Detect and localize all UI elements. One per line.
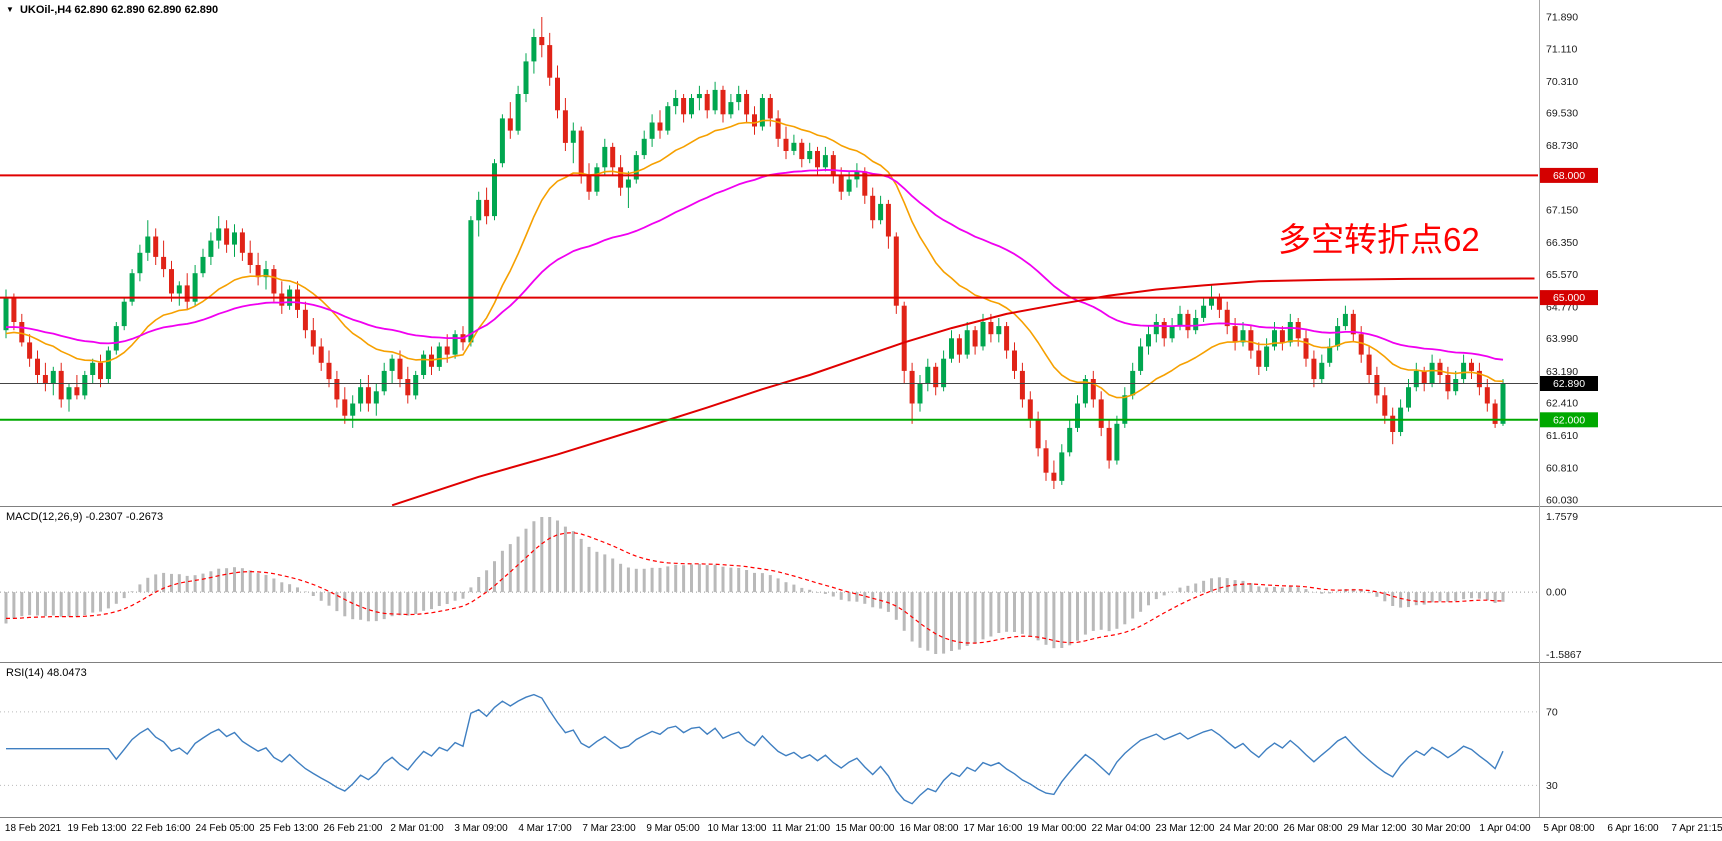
- price-axis-label: 67.150: [1546, 205, 1578, 217]
- time-axis-label: 19 Mar 00:00: [1028, 823, 1087, 834]
- time-axis-label: 25 Feb 13:00: [260, 823, 319, 834]
- time-axis-label: 24 Mar 20:00: [1220, 823, 1279, 834]
- macd-axis[interactable]: 1.7579 0.00 -1.5867: [1546, 511, 1582, 661]
- rsi-panel: 70 30: [0, 693, 1558, 805]
- price-badge-65.000: [1540, 290, 1598, 306]
- ma-mid-magenta: [5, 168, 1504, 361]
- time-axis-label: 30 Mar 20:00: [1412, 823, 1471, 834]
- rsi-indicator-label: RSI(14) 48.0473: [6, 667, 87, 679]
- time-axis-label: 22 Feb 16:00: [132, 823, 191, 834]
- price-axis-label: 71.890: [1546, 12, 1578, 24]
- time-axis-label: 7 Mar 23:00: [582, 823, 636, 834]
- price-axis-label: 70.310: [1546, 76, 1578, 88]
- price-axis-label: 60.030: [1546, 495, 1578, 507]
- macd-axis-label: 1.7579: [1546, 511, 1578, 523]
- rsi-level-label: 30: [1546, 780, 1558, 792]
- time-axis-label: 29 Mar 12:00: [1348, 823, 1407, 834]
- time-axis-label: 24 Feb 05:00: [196, 823, 255, 834]
- time-axis-label: 4 Mar 17:00: [518, 823, 572, 834]
- price-axis[interactable]: 71.890 71.110 70.310 69.530 68.730 67.150 66.3…: [1540, 12, 1598, 507]
- time-axis-label: 10 Mar 13:00: [708, 823, 767, 834]
- price-axis-label: 60.810: [1546, 463, 1578, 475]
- symbol-ohlc-label: UKOil-,H4 62.890 62.890 62.890 62.890: [19, 4, 219, 16]
- ma-slow-red: [391, 277, 1535, 507]
- price-axis-label: 61.610: [1546, 430, 1578, 442]
- macd-indicator-label: MACD(12,26,9) -0.2307 -0.2673: [6, 511, 164, 523]
- price-badge-text: 68.000: [1553, 170, 1585, 182]
- time-axis-label: 22 Mar 04:00: [1092, 823, 1151, 834]
- panel-separators: [0, 0, 1722, 818]
- time-axis[interactable]: 18 Feb 2021 19 Feb 13:00 22 Feb 16:00 24 Fe…: [5, 823, 1722, 834]
- price-badge-62.000: [1540, 412, 1598, 428]
- price-axis-label: 62.410: [1546, 398, 1578, 410]
- price-badge-text: 65.000: [1553, 292, 1585, 304]
- time-axis-label: 26 Feb 21:00: [324, 823, 383, 834]
- time-axis-label: 6 Apr 16:00: [1607, 823, 1659, 834]
- time-axis-label: 3 Mar 09:00: [454, 823, 508, 834]
- symbol-dropdown-icon[interactable]: ▼: [6, 5, 14, 14]
- macd-histogram: [4, 517, 1505, 654]
- time-axis-label: 1 Apr 04:00: [1479, 823, 1531, 834]
- time-axis-label: 7 Apr 21:15: [1671, 823, 1722, 834]
- time-axis-label: 9 Mar 05:00: [646, 823, 700, 834]
- rsi-level-label: 70: [1546, 706, 1558, 718]
- horizontal-price-lines[interactable]: [0, 174, 1538, 421]
- time-axis-label: 2 Mar 01:00: [390, 823, 444, 834]
- time-axis-label: 17 Mar 16:00: [964, 823, 1023, 834]
- time-axis-label: 23 Mar 12:00: [1156, 823, 1215, 834]
- price-axis-label: 65.570: [1546, 269, 1578, 281]
- time-axis-label: 15 Mar 00:00: [836, 823, 895, 834]
- time-axis-label: 18 Feb 2021: [5, 823, 62, 834]
- time-axis-label: 5 Apr 08:00: [1543, 823, 1595, 834]
- macd-axis-label: -1.5867: [1546, 649, 1582, 661]
- price-axis-label: 68.730: [1546, 140, 1578, 152]
- time-axis-label: 16 Mar 08:00: [900, 823, 959, 834]
- price-badge-62.890: [1540, 376, 1598, 391]
- price-badge-text: 62.890: [1553, 378, 1585, 390]
- macd-axis-label: 0.00: [1546, 587, 1567, 599]
- symbol-info-bar: ▼ UKOil-,H4 62.890 62.890 62.890 62.890: [6, 4, 218, 16]
- rsi-line: [6, 693, 1504, 805]
- time-axis-label: 11 Mar 21:00: [772, 823, 831, 834]
- price-axis-label: 63.990: [1546, 333, 1578, 345]
- chart-annotation-text: 多空转折点62: [1278, 221, 1480, 258]
- price-badge-text: 62.000: [1553, 414, 1585, 426]
- price-axis-label: 66.350: [1546, 237, 1578, 249]
- price-axis-label: 71.110: [1546, 43, 1577, 55]
- price-axis-label: 63.190: [1546, 366, 1578, 378]
- candles-group: [3, 17, 1506, 489]
- ma-fast-orange: [5, 119, 1504, 399]
- price-axis-label: 69.530: [1546, 108, 1578, 120]
- time-axis-label: 26 Mar 08:00: [1284, 823, 1343, 834]
- time-axis-label: 19 Feb 13:00: [68, 823, 127, 834]
- price-badge-68.000: [1540, 167, 1598, 183]
